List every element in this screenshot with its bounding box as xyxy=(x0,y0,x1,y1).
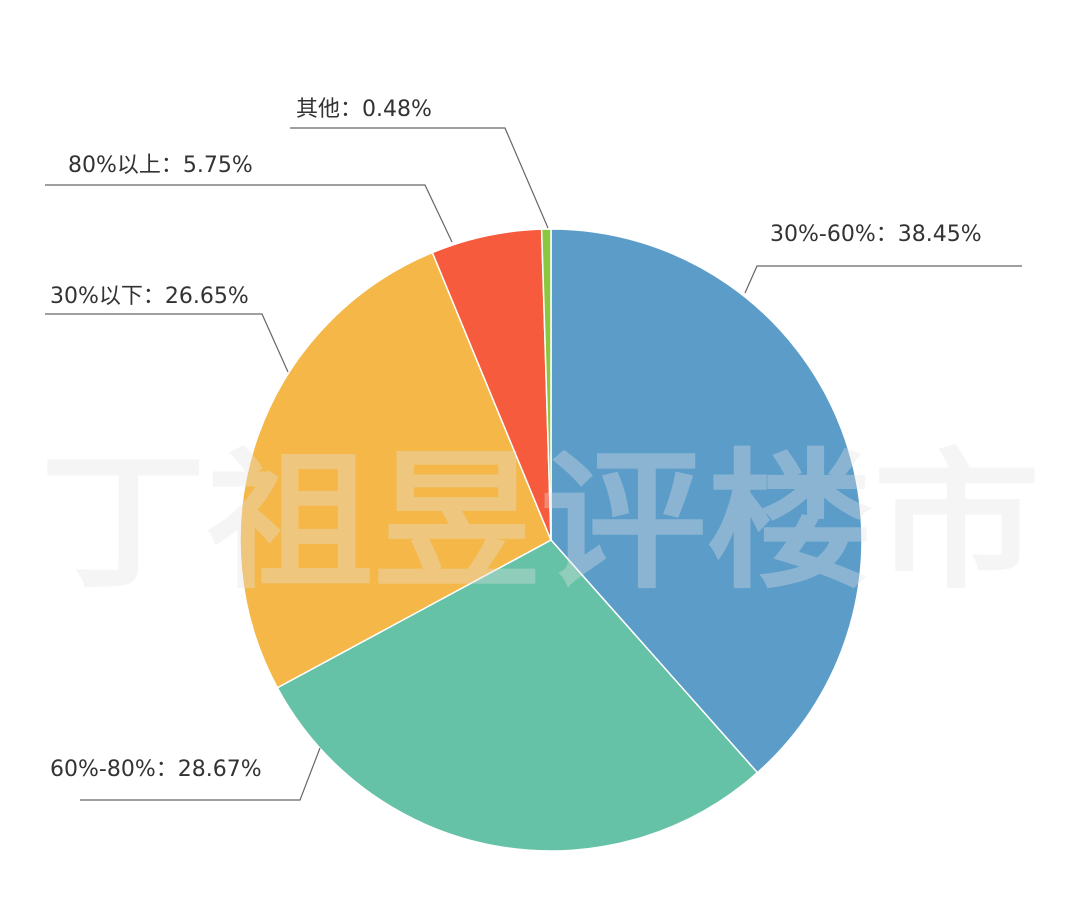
leader-line xyxy=(744,265,1022,294)
label-separator: ： xyxy=(340,97,362,122)
slice-value: 28.67% xyxy=(178,757,262,782)
pie-slice xyxy=(550,228,863,774)
slice-value: 26.65% xyxy=(165,284,249,309)
slice-value: 5.75% xyxy=(183,153,253,178)
slices xyxy=(239,228,863,852)
leader-line xyxy=(45,313,289,373)
slice-category: 30%-60% xyxy=(770,222,876,247)
label-separator: ： xyxy=(161,153,183,178)
pie-slice xyxy=(540,228,552,541)
label-separator: ： xyxy=(143,284,165,309)
leader-line xyxy=(290,127,549,229)
label-separator: ： xyxy=(876,222,898,247)
leader-line xyxy=(45,184,453,243)
slice-label: 80%以上：5.75% xyxy=(68,153,253,178)
slice-label: 60%-80%：28.67% xyxy=(50,757,262,782)
slice-category: 80%以上 xyxy=(68,153,161,178)
watermark: 丁祖昱评楼市 xyxy=(40,434,1040,610)
pie-slice xyxy=(239,251,552,689)
slice-category: 60%-80% xyxy=(50,757,156,782)
labels: 30%-60%：38.45%60%-80%：28.67%30%以下：26.65%… xyxy=(45,97,1022,801)
slice-label: 30%以下：26.65% xyxy=(50,284,249,309)
slice-label: 30%-60%：38.45% xyxy=(770,222,982,247)
slice-value: 0.48% xyxy=(362,97,432,122)
slice-value: 38.45% xyxy=(898,222,982,247)
slice-category: 其他 xyxy=(296,97,340,122)
leader-line xyxy=(80,747,321,801)
slice-label: 其他：0.48% xyxy=(296,97,432,122)
label-separator: ： xyxy=(156,757,178,782)
slice-category: 30%以下 xyxy=(50,284,143,309)
